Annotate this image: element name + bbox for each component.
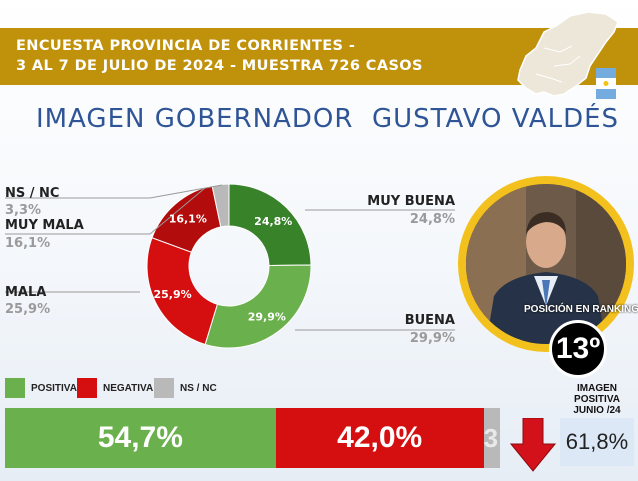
down-arrow-icon: [510, 418, 556, 472]
previous-image-label-2: POSITIVA: [574, 394, 620, 405]
ranking-badge: 13º: [549, 320, 607, 378]
legend-label-negativa: NEGATIVA: [103, 383, 154, 394]
label-muy-buena-value: 24,8%: [409, 212, 455, 227]
bar-nsnc-label: 3,3: [483, 422, 500, 453]
bar-positiva-label: 54,7%: [97, 421, 183, 454]
previous-image-label: IMAGEN POSITIVA JUNIO /24: [558, 383, 636, 416]
previous-image-label-3: JUNIO /24: [573, 405, 621, 416]
flag-icon: [596, 68, 616, 99]
label-ns-value: 3,3%: [5, 203, 42, 218]
slice-mala: [146, 237, 218, 346]
ranking-caption: POSICIÓN EN RANKING: [524, 304, 638, 315]
legend-swatch-nsnc: [154, 378, 174, 398]
bar-negativa-label: 42,0%: [337, 421, 423, 454]
legend-label-positiva: POSITIVA: [31, 383, 77, 394]
header-line-2: 3 AL 7 DE JULIO DE 2024 - MUESTRA 726 CA…: [16, 58, 423, 74]
donut-chart: 24,8% 29,9% 25,9% 16,1%: [5, 183, 455, 349]
label-mala-name: MALA: [5, 285, 47, 300]
leader-line-muy-mala-diag: [149, 187, 206, 235]
data-label-buena: 29,9%: [248, 310, 286, 323]
label-muy-mala-value: 16,1%: [5, 236, 51, 251]
label-buena-value: 29,9%: [409, 331, 455, 346]
slice-buena: [204, 264, 312, 349]
label-ns-name: NS / NC: [5, 186, 60, 201]
label-buena-name: BUENA: [404, 313, 455, 328]
page-title: IMAGEN GOBERNADOR GUSTAVO VALDÉS: [36, 104, 620, 134]
header-line-1: ENCUESTA PROVINCIA DE CORRIENTES -: [16, 38, 356, 54]
legend-swatch-positiva: [5, 378, 25, 398]
label-muy-mala-name: MUY MALA: [5, 218, 84, 233]
data-label-muy-buena: 24,8%: [254, 215, 292, 228]
bar-positiva: 54,7%: [5, 408, 276, 468]
legend-label-nsnc: NS / NC: [180, 383, 217, 394]
slice-ns-nc: [211, 183, 230, 228]
legend-swatch-negativa: [77, 378, 97, 398]
governor-photo-frame: [458, 176, 634, 352]
data-label-muy-mala: 16,1%: [169, 212, 207, 225]
bar-nsnc: 3,3: [483, 408, 500, 468]
slice-muy-buena: [228, 183, 312, 267]
bar-negativa: 42,0%: [275, 408, 484, 468]
corrientes-map-icon: [517, 11, 619, 97]
leader-line-ns-diag: [149, 184, 223, 199]
previous-image-value: 61,8%: [560, 418, 634, 466]
label-muy-buena-name: MUY BUENA: [367, 194, 455, 209]
data-label-mala: 25,9%: [154, 288, 192, 301]
label-mala-value: 25,9%: [5, 302, 51, 317]
governor-photo: [466, 184, 626, 344]
previous-image-label-1: IMAGEN: [577, 383, 617, 394]
